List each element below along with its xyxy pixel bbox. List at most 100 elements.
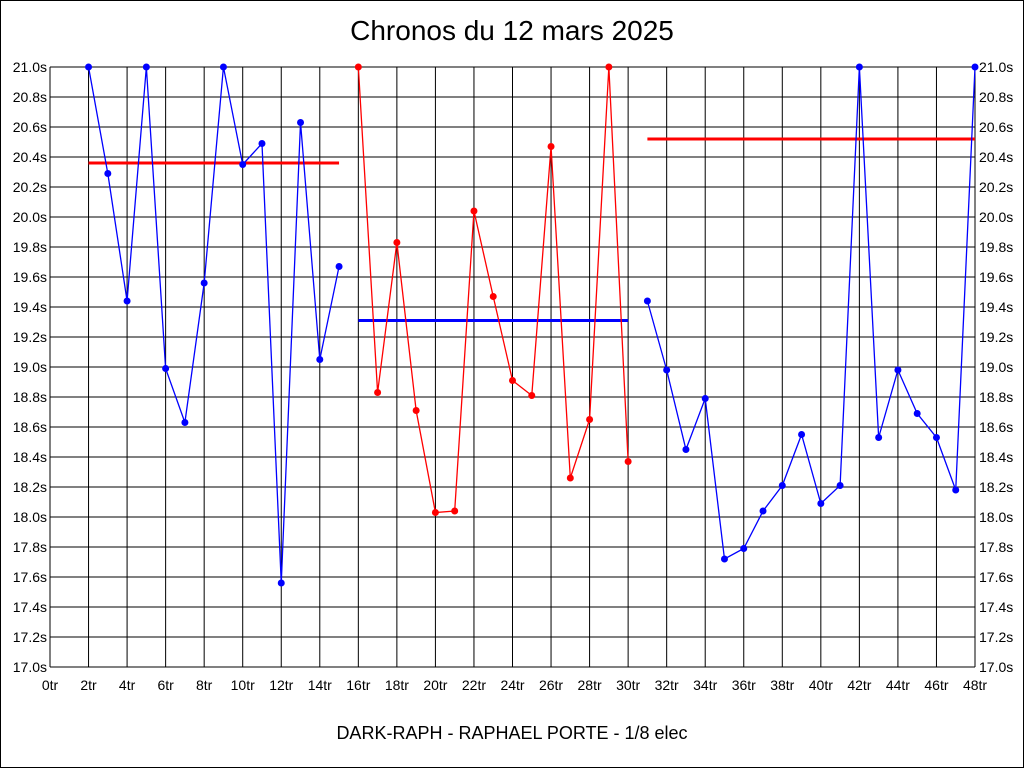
y-tick-label-left: 18.0s xyxy=(13,509,47,525)
data-point xyxy=(952,486,960,494)
y-tick-label-right: 18.8s xyxy=(979,389,1013,405)
y-tick-label-left: 18.6s xyxy=(13,419,47,435)
data-point xyxy=(566,474,574,482)
series-line-2 xyxy=(357,66,629,514)
data-point xyxy=(855,63,863,71)
data-point xyxy=(971,63,979,71)
x-tick-label: 48tr xyxy=(963,677,987,693)
x-tick-label: 4tr xyxy=(119,677,136,693)
x-tick-label: 18tr xyxy=(385,677,409,693)
y-tick-label-right: 18.6s xyxy=(979,419,1013,435)
y-tick-label-right: 19.0s xyxy=(979,359,1013,375)
x-tick-label: 12tr xyxy=(269,677,293,693)
x-tick-label: 22tr xyxy=(462,677,486,693)
data-point xyxy=(836,482,844,489)
data-point xyxy=(258,140,266,147)
data-point xyxy=(740,545,748,552)
x-tick-label: 36tr xyxy=(732,677,756,693)
y-tick-label-right: 17.4s xyxy=(979,599,1013,615)
data-point xyxy=(875,434,883,441)
data-point xyxy=(913,410,921,417)
y-tick-label-left: 19.0s xyxy=(13,359,47,375)
y-tick-label-right: 19.8s xyxy=(979,239,1013,255)
y-tick-label-left: 17.6s xyxy=(13,569,47,585)
x-tick-label: 0tr xyxy=(42,677,59,693)
y-tick-label-right: 17.0s xyxy=(979,659,1013,675)
data-point xyxy=(489,293,497,300)
x-tick-label: 46tr xyxy=(924,677,948,693)
y-tick-label-right: 20.8s xyxy=(979,89,1013,105)
series-line-3 xyxy=(646,66,976,561)
y-tick-label-left: 20.0s xyxy=(13,209,47,225)
data-point xyxy=(104,170,112,177)
data-point xyxy=(316,356,324,363)
data-point xyxy=(663,366,671,374)
y-tick-label-right: 18.0s xyxy=(979,509,1013,525)
data-point xyxy=(335,263,343,270)
data-point xyxy=(200,279,208,287)
y-tick-label-right: 19.2s xyxy=(979,329,1013,345)
y-tick-label-right: 17.8s xyxy=(979,539,1013,555)
y-tick-label-left: 17.8s xyxy=(13,539,47,555)
data-point xyxy=(547,143,555,150)
x-axis-label: DARK-RAPH - RAPHAEL PORTE - 1/8 elec xyxy=(336,723,688,743)
data-point xyxy=(162,365,170,372)
y-tick-label-left: 20.8s xyxy=(13,89,47,105)
y-tick-label-left: 19.4s xyxy=(13,299,47,315)
x-tick-label: 44tr xyxy=(886,677,910,693)
x-tick-label: 32tr xyxy=(655,677,679,693)
x-tick-label: 38tr xyxy=(770,677,794,693)
data-point xyxy=(624,458,632,465)
data-point xyxy=(586,416,594,423)
y-tick-label-right: 17.6s xyxy=(979,569,1013,585)
data-point xyxy=(701,395,709,402)
y-tick-label-left: 19.8s xyxy=(13,239,47,255)
y-tick-label-left: 17.2s xyxy=(13,629,47,645)
data-point xyxy=(451,507,459,515)
chart-title: Chronos du 12 mars 2025 xyxy=(350,15,674,46)
data-point xyxy=(682,446,690,453)
x-tick-label: 2tr xyxy=(80,677,97,693)
y-tick-label-left: 19.6s xyxy=(13,269,47,285)
y-tick-label-right: 20.6s xyxy=(979,119,1013,135)
data-point xyxy=(374,389,382,396)
y-tick-label-right: 19.4s xyxy=(979,299,1013,315)
y-tick-label-left: 17.0s xyxy=(13,659,47,675)
data-point xyxy=(123,297,131,305)
y-tick-label-left: 18.4s xyxy=(13,449,47,465)
x-tick-label: 6tr xyxy=(157,677,174,693)
data-point xyxy=(778,482,786,489)
x-tick-label: 14tr xyxy=(308,677,332,693)
data-point xyxy=(932,434,940,441)
data-point xyxy=(798,431,806,438)
x-tick-label: 10tr xyxy=(231,677,255,693)
x-tick-label: 34tr xyxy=(693,677,717,693)
series-line-1 xyxy=(87,66,340,584)
y-tick-label-right: 21.0s xyxy=(979,59,1013,75)
data-point xyxy=(297,119,305,126)
data-point xyxy=(354,63,362,71)
data-point xyxy=(85,63,93,71)
data-point xyxy=(509,377,516,384)
x-tick-label: 26tr xyxy=(539,677,563,693)
data-point xyxy=(181,419,189,426)
data-point xyxy=(643,297,651,305)
x-tick-label: 42tr xyxy=(847,677,871,693)
y-tick-label-right: 20.0s xyxy=(979,209,1013,225)
y-tick-label-left: 20.4s xyxy=(13,149,47,165)
y-tick-label-right: 17.2s xyxy=(979,629,1013,645)
x-tick-label: 24tr xyxy=(500,677,524,693)
y-tick-label-left: 19.2s xyxy=(13,329,47,345)
data-point xyxy=(528,392,536,399)
y-tick-label-right: 19.6s xyxy=(979,269,1013,285)
data-point xyxy=(470,207,478,215)
data-point xyxy=(239,161,247,168)
x-tick-label: 16tr xyxy=(346,677,370,693)
y-tick-label-right: 18.4s xyxy=(979,449,1013,465)
y-tick-label-left: 20.6s xyxy=(13,119,47,135)
x-tick-label: 20tr xyxy=(423,677,447,693)
data-point xyxy=(759,507,767,515)
data-point xyxy=(219,63,227,71)
